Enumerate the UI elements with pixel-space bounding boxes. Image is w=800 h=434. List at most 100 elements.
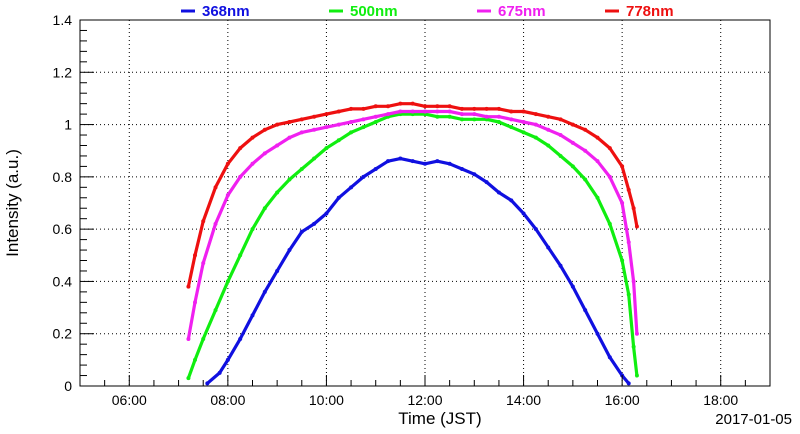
data-point (607, 174, 612, 179)
data-point (205, 381, 210, 386)
data-point (373, 114, 378, 119)
data-point (398, 101, 403, 106)
data-point (509, 125, 514, 130)
data-point (336, 195, 341, 200)
x-tick-label: 18:00 (703, 392, 738, 408)
data-point (398, 109, 403, 114)
data-point (533, 122, 538, 127)
data-point (484, 114, 489, 119)
grid-lines (80, 20, 770, 386)
data-point (275, 190, 280, 195)
data-point (299, 229, 304, 234)
data-point (238, 336, 243, 341)
data-points (186, 101, 639, 386)
data-point (607, 221, 612, 226)
x-tick-label: 08:00 (210, 392, 245, 408)
data-point (620, 258, 625, 263)
data-point (324, 146, 329, 151)
data-point (546, 114, 551, 119)
data-point (193, 357, 197, 362)
data-point (225, 161, 230, 166)
data-point (521, 119, 526, 124)
data-point (546, 245, 551, 250)
data-point (509, 117, 514, 122)
x-axis-title: Time (JST) (398, 409, 481, 428)
data-point (225, 193, 230, 198)
data-point (186, 376, 191, 381)
data-point (496, 190, 501, 195)
data-point (386, 104, 391, 109)
data-point (496, 114, 501, 119)
x-tick-label: 14:00 (506, 392, 541, 408)
data-point (484, 106, 489, 111)
data-point (472, 117, 477, 122)
data-point (447, 104, 452, 109)
data-point (435, 109, 440, 114)
data-point (634, 331, 639, 336)
data-point (193, 300, 197, 305)
data-point (186, 336, 191, 341)
data-point (626, 187, 631, 192)
data-point (262, 206, 267, 211)
data-point (299, 130, 304, 135)
x-tick-label: 16:00 (605, 392, 640, 408)
x-tick-label: 06:00 (112, 392, 147, 408)
y-tick-label: 0.6 (53, 221, 73, 237)
data-point (558, 133, 563, 138)
data-point (533, 135, 538, 140)
series-line (186, 109, 639, 341)
y-tick-label: 0 (64, 378, 72, 394)
data-point (634, 224, 639, 229)
data-point (472, 106, 477, 111)
series-500nm (186, 112, 639, 381)
data-point (626, 292, 631, 297)
data-point (386, 159, 391, 164)
series-675nm (186, 109, 639, 341)
data-point (324, 125, 329, 130)
data-point (607, 355, 612, 360)
plot-area (80, 20, 770, 386)
data-point (620, 201, 625, 205)
data-point (386, 112, 391, 117)
data-point (509, 109, 514, 114)
legend-label: 675nm (498, 3, 546, 20)
data-point (225, 279, 230, 284)
data-point (250, 227, 255, 232)
data-point (558, 117, 563, 122)
data-point (238, 253, 243, 258)
data-point (607, 146, 612, 151)
data-point (238, 174, 243, 179)
data-point (287, 119, 292, 124)
data-point (275, 268, 280, 273)
data-point (398, 156, 403, 161)
data-point (336, 138, 341, 143)
data-point (583, 308, 588, 313)
data-point (250, 313, 255, 318)
series-line (186, 112, 639, 380)
data-point (570, 164, 575, 169)
data-point (275, 122, 280, 127)
data-point (262, 289, 267, 294)
data-point (620, 164, 625, 169)
data-point (496, 119, 501, 124)
x-tick-label: 12:00 (407, 392, 442, 408)
data-point (361, 125, 366, 130)
data-point (373, 167, 378, 172)
date-label: 2017-01-05 (715, 411, 792, 428)
axis-ticks: 06:00 08:00 10:00 12:00 14:00 16:00 18:00 0 0.2 0… (53, 12, 746, 408)
data-point (213, 185, 218, 190)
legend: 368nm 500nm 675nm 778nm (181, 3, 674, 20)
data-point (595, 331, 600, 336)
data-point (349, 185, 354, 190)
data-point (484, 180, 489, 185)
y-tick-label: 1 (64, 117, 72, 133)
data-point (336, 122, 341, 127)
data-point (533, 227, 538, 232)
data-point (533, 112, 538, 117)
series-line (186, 102, 639, 289)
data-point (631, 279, 636, 284)
data-point (410, 101, 415, 106)
y-tick-label: 0.4 (53, 273, 73, 289)
data-point (558, 153, 563, 158)
